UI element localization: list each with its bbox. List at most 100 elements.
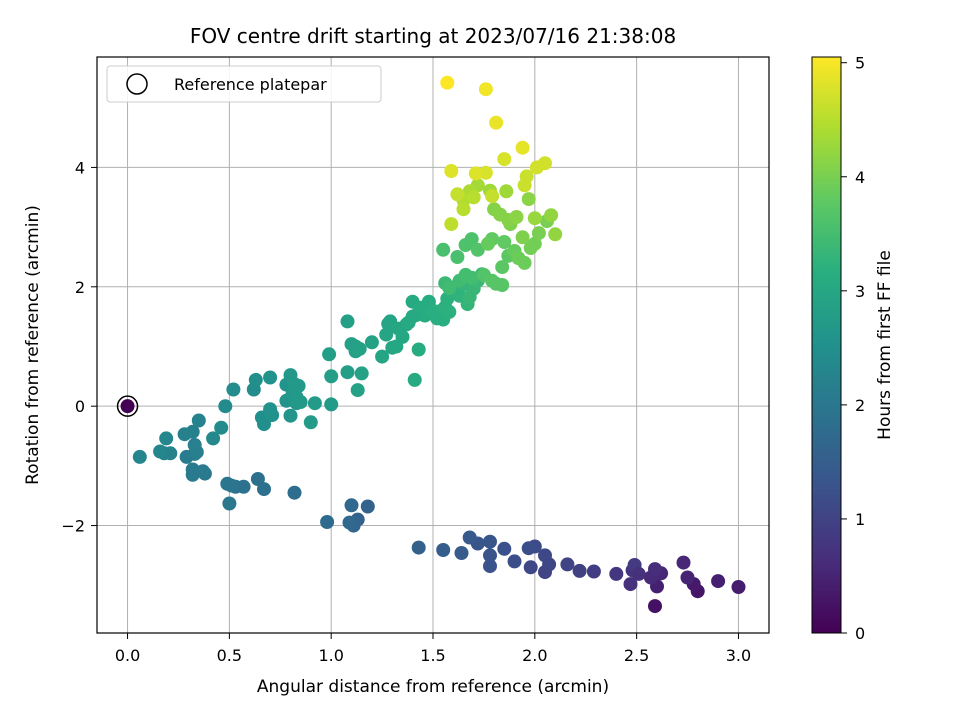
data-point-70 <box>248 372 263 387</box>
data-point-152 <box>481 236 495 251</box>
data-point-92 <box>340 314 355 329</box>
data-point-17 <box>572 563 587 578</box>
data-point-181 <box>519 169 534 184</box>
data-point-138 <box>464 270 479 285</box>
data-point-188 <box>515 140 530 155</box>
y-axis-ticks: −2 0 2 4 <box>61 158 97 536</box>
reference-point <box>120 399 135 414</box>
data-point-187 <box>444 164 459 178</box>
data-point-189 <box>489 115 504 130</box>
data-point-148 <box>495 260 510 275</box>
reference-point-ring <box>116 395 139 417</box>
chart-title: FOV centre drift starting at 2023/07/16 … <box>190 24 676 48</box>
data-point-27 <box>483 559 497 574</box>
data-point-96 <box>352 341 367 356</box>
data-point-21 <box>538 548 552 563</box>
data-point-74 <box>263 402 278 417</box>
data-point-0 <box>648 599 662 614</box>
colorbar-tick-label-4: 4 <box>855 168 865 187</box>
data-point-43 <box>250 472 265 486</box>
data-point-32 <box>454 546 469 560</box>
data-point-52 <box>185 462 200 477</box>
x-tick-label-6: 3.0 <box>726 646 751 665</box>
data-point-67 <box>218 399 233 414</box>
data-point-158 <box>531 226 546 241</box>
data-point-90 <box>322 347 337 362</box>
data-point-26 <box>497 541 512 556</box>
data-point-15 <box>631 566 646 581</box>
data-point-184 <box>497 152 512 167</box>
data-point-28 <box>483 548 497 563</box>
data-point-16 <box>586 564 601 579</box>
colorbar-tick-label-2: 2 <box>855 396 865 415</box>
data-point-42 <box>257 482 271 497</box>
data-point-142 <box>464 232 479 247</box>
x-tick-label-4: 2.0 <box>522 646 547 665</box>
data-point-6 <box>676 555 691 570</box>
data-point-165 <box>509 210 524 224</box>
data-point-56 <box>187 438 202 452</box>
data-point-59 <box>191 413 206 428</box>
y-tick-label-1: 0 <box>75 397 85 416</box>
x-tick-label-2: 1.0 <box>318 646 343 665</box>
data-point-58 <box>177 427 192 442</box>
colorbar-label: Hours from first FF file <box>875 250 895 440</box>
data-point-13 <box>609 566 624 581</box>
data-point-18 <box>560 557 575 572</box>
colorbar-ticks: 0 1 2 3 4 5 <box>841 54 865 643</box>
data-point-150 <box>497 235 512 249</box>
data-point-186 <box>468 166 483 181</box>
data-point-35 <box>360 499 375 514</box>
data-point-11 <box>623 577 638 592</box>
colorbar-tick-label-0: 0 <box>855 624 865 643</box>
data-point-83 <box>291 378 306 393</box>
data-point-157 <box>527 236 542 251</box>
data-point-155 <box>517 255 532 270</box>
data-point-163 <box>487 202 502 217</box>
grid-lines <box>97 57 769 633</box>
data-point-75 <box>263 370 278 385</box>
data-point-97 <box>350 383 365 398</box>
data-point-31 <box>462 530 477 545</box>
data-point-99 <box>364 335 379 350</box>
data-point-78 <box>283 408 298 423</box>
data-point-33 <box>436 543 451 557</box>
data-point-177 <box>444 217 459 232</box>
data-point-170 <box>499 184 514 199</box>
colorbar-tick-label-1: 1 <box>855 510 865 529</box>
data-point-91 <box>340 365 355 380</box>
legend-entry-reference-platepar: Reference platepar <box>174 75 327 94</box>
legend-marker-open-circle <box>126 73 148 95</box>
data-point-112 <box>407 372 422 387</box>
data-point-191 <box>440 75 455 90</box>
data-point-86 <box>303 415 318 430</box>
data-point-124 <box>442 304 457 319</box>
data-point-48 <box>222 496 237 511</box>
data-point-185 <box>478 165 493 180</box>
data-point-175 <box>466 190 481 205</box>
data-point-34 <box>411 540 426 555</box>
data-point-25 <box>507 554 522 569</box>
data-points <box>116 75 746 614</box>
data-point-47 <box>220 476 235 491</box>
x-tick-label-1: 0.5 <box>217 646 242 665</box>
data-point-98 <box>354 366 369 381</box>
y-axis-label: Rotation from reference (arcmin) <box>23 205 43 485</box>
x-axis-ticks: 0.0 0.5 1.0 1.5 2.0 2.5 3.0 <box>115 633 751 665</box>
data-point-179 <box>485 189 500 204</box>
data-point-68 <box>226 382 241 397</box>
data-point-5 <box>680 570 695 585</box>
data-point-190 <box>478 82 493 97</box>
data-point-62 <box>153 444 168 459</box>
data-point-160 <box>515 230 530 245</box>
data-point-101 <box>379 327 394 342</box>
data-point-66 <box>214 420 229 435</box>
x-tick-label-0: 0.0 <box>115 646 140 665</box>
data-point-176 <box>456 202 471 217</box>
data-point-183 <box>538 156 552 171</box>
x-tick-label-3: 1.5 <box>420 646 445 665</box>
data-point-41 <box>287 485 302 500</box>
data-point-88 <box>324 397 339 412</box>
data-point-65 <box>206 431 221 446</box>
